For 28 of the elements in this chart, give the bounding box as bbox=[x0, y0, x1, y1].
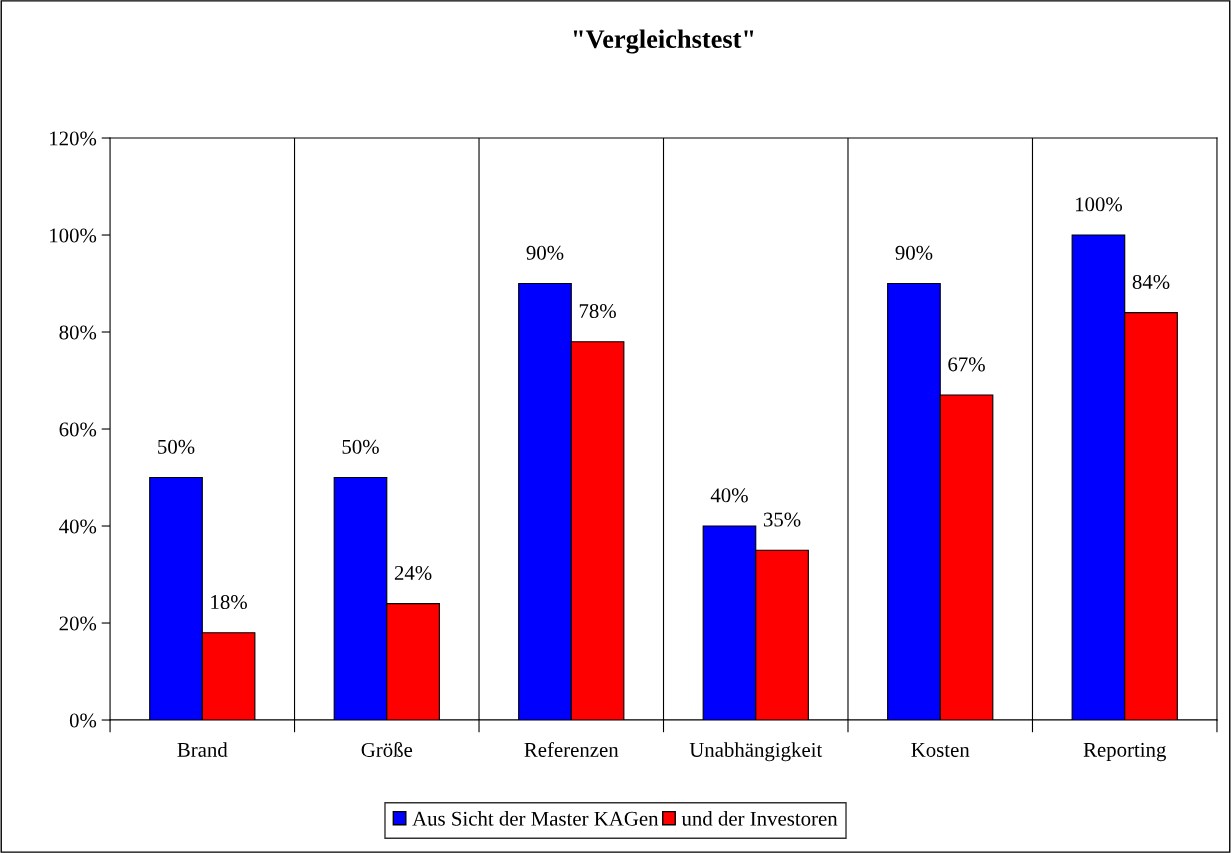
data-label: 84% bbox=[1132, 274, 1170, 290]
x-tick-label: Kosten bbox=[911, 743, 970, 757]
data-label: 67% bbox=[948, 357, 985, 372]
x-tick-label: Größe bbox=[361, 742, 413, 757]
legend-label: Aus Sicht der Master KAGen bbox=[412, 811, 659, 826]
y-tick-label: 100% bbox=[50, 228, 97, 243]
y-tick-label: 60% bbox=[59, 422, 97, 437]
data-label: 18% bbox=[211, 594, 247, 610]
data-label: 50% bbox=[158, 439, 195, 454]
data-label: 100% bbox=[1075, 197, 1123, 212]
x-tick-label: Brand bbox=[177, 742, 228, 757]
y-tick-label: 0% bbox=[69, 713, 97, 728]
y-tick-label: 120% bbox=[50, 131, 97, 146]
x-tick-label: Unabhängigkeit bbox=[689, 742, 823, 762]
y-tick-label: 40% bbox=[59, 519, 97, 534]
x-tick-label: Reporting bbox=[1083, 742, 1166, 762]
data-label: 90% bbox=[895, 245, 933, 260]
data-label: 90% bbox=[526, 245, 564, 260]
data-label: 35% bbox=[763, 512, 801, 527]
data-label: 78% bbox=[579, 303, 616, 319]
data-label: 24% bbox=[394, 565, 432, 581]
x-tick-label: Referenzen bbox=[524, 742, 619, 757]
legend-label: und der Investoren bbox=[681, 811, 838, 826]
y-tick-label: 80% bbox=[59, 325, 97, 340]
y-tick-label: 20% bbox=[59, 616, 97, 631]
data-label: 40% bbox=[710, 488, 748, 503]
chart-title: "Vergleichstest" bbox=[573, 29, 754, 54]
data-label: 50% bbox=[342, 439, 379, 454]
